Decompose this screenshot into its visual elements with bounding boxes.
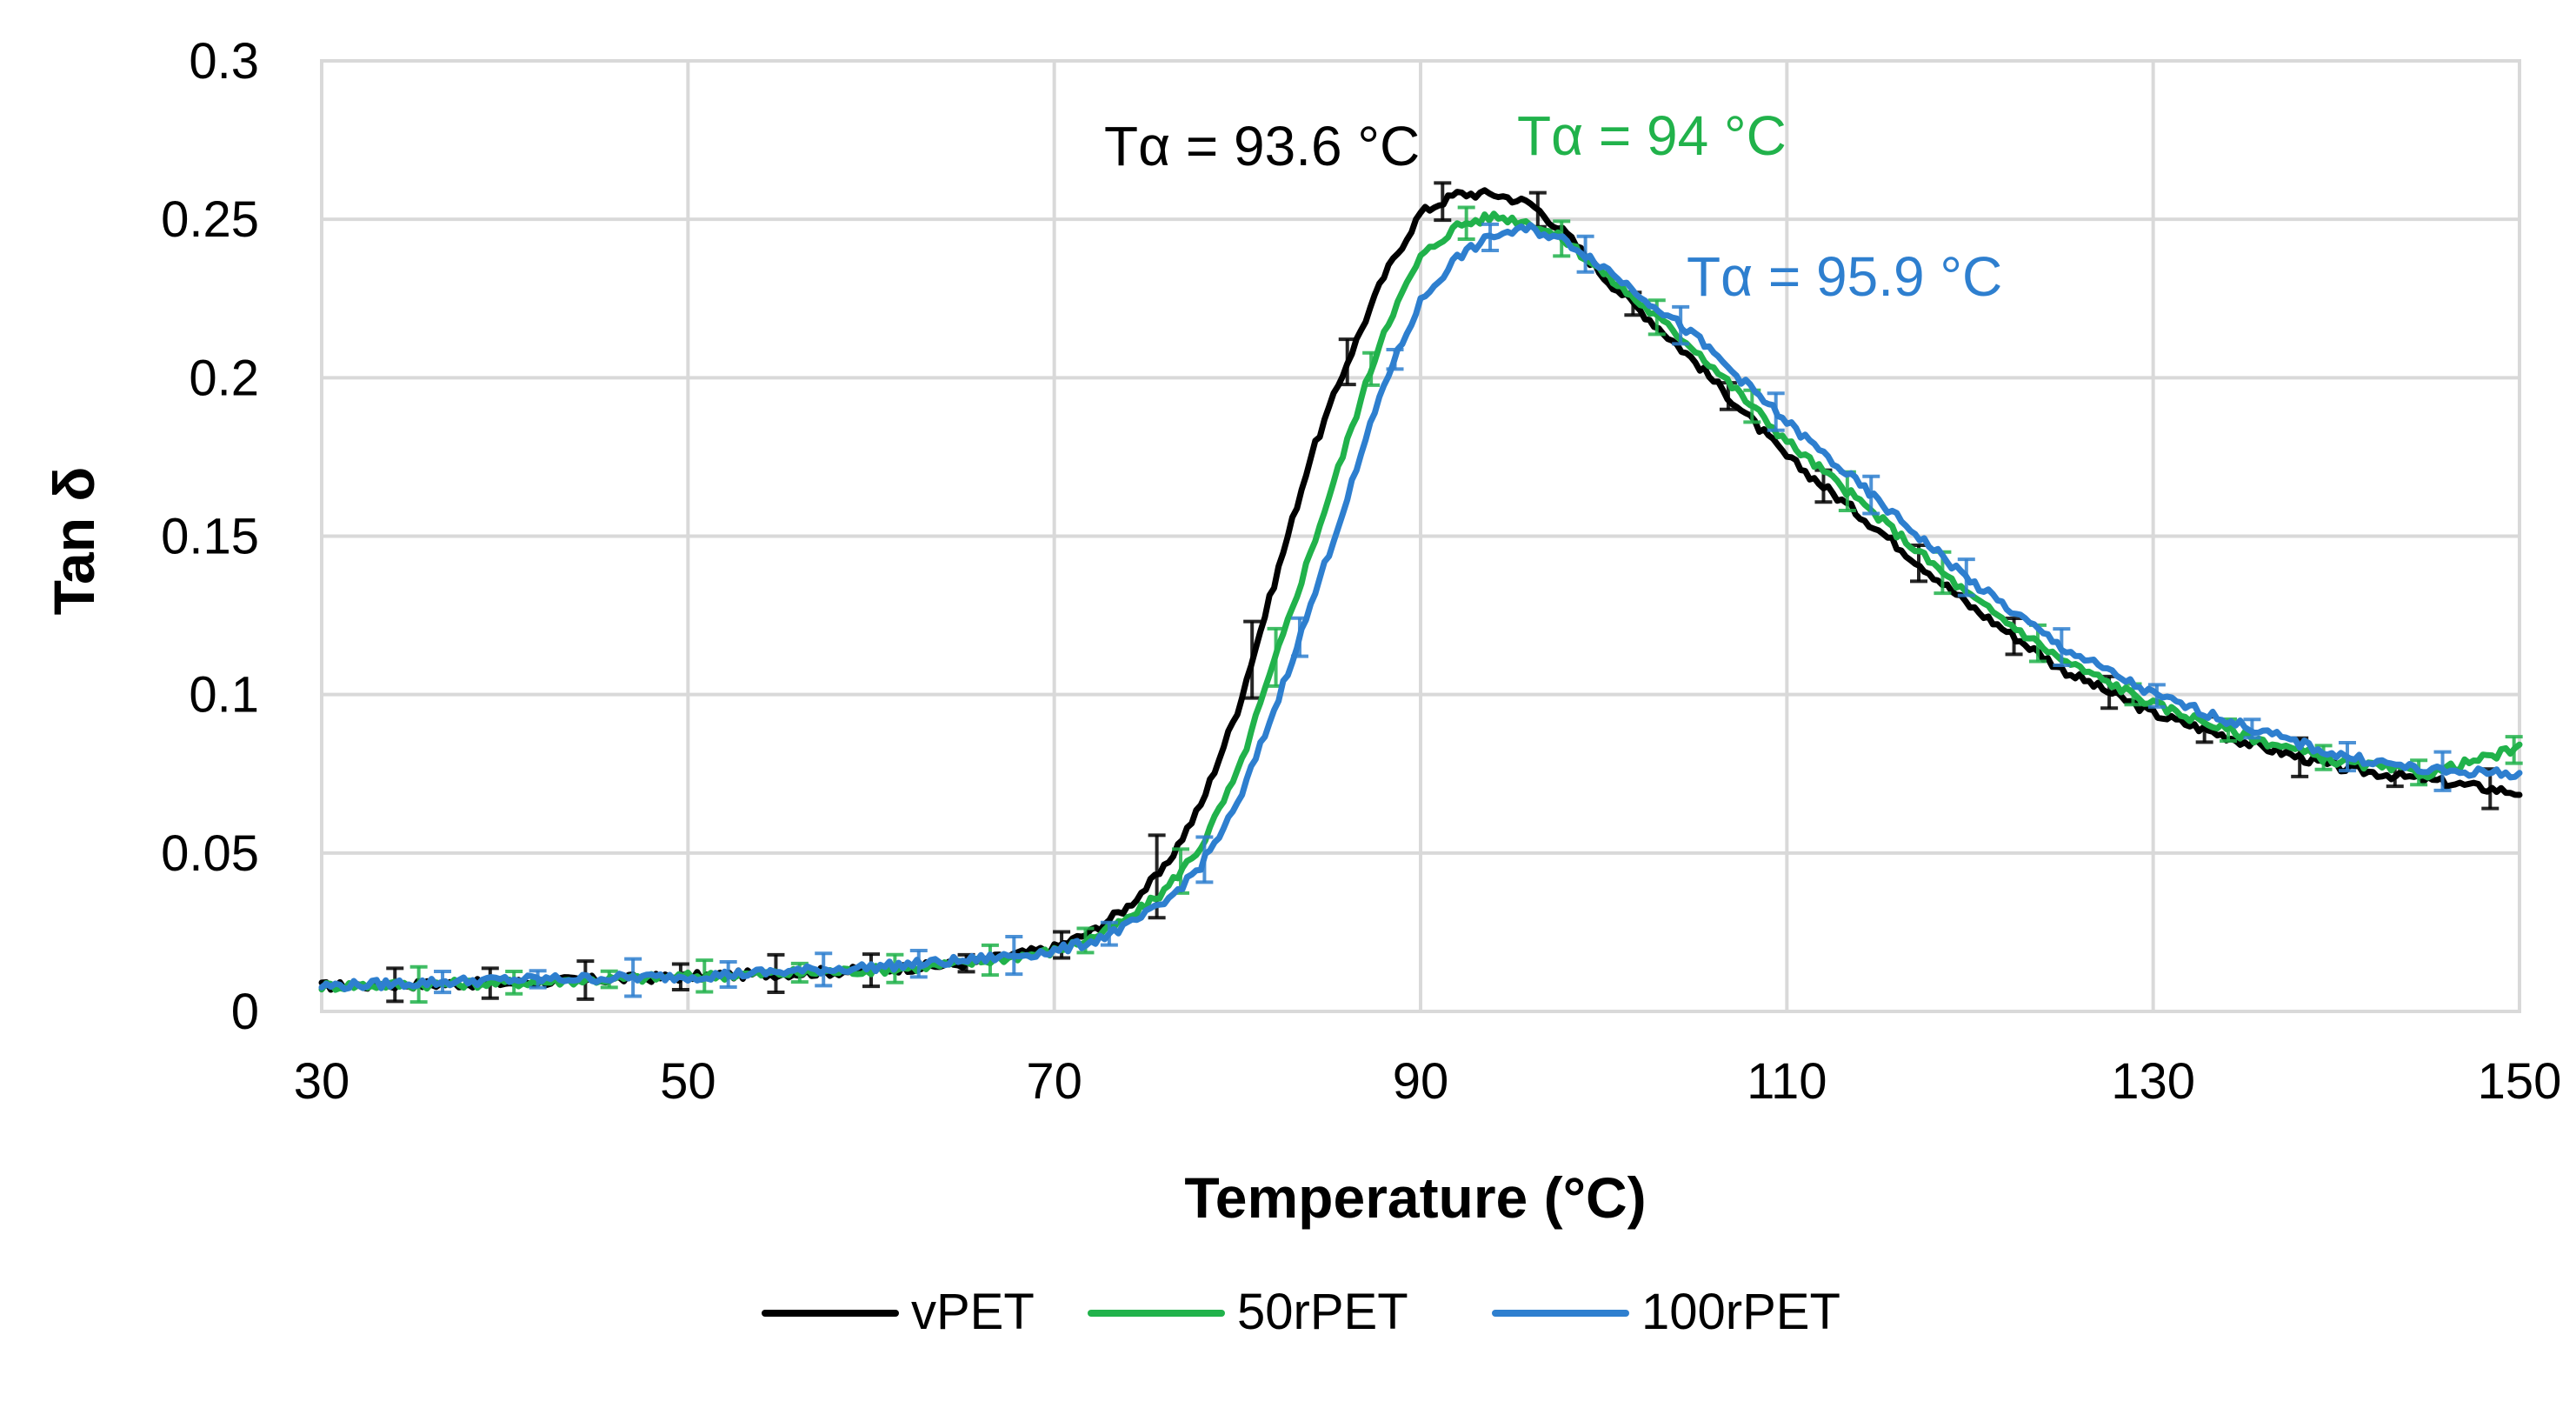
x-tick-label: 110: [1747, 1053, 1827, 1110]
y-tick-label: 0.05: [161, 825, 259, 882]
series-layer: [318, 181, 2523, 1004]
legend-label: vPET: [911, 1284, 1035, 1340]
error-bar-100rPET: [815, 951, 833, 988]
error-bar-100rPET: [1862, 474, 1880, 516]
x-tick-label: 150: [2478, 1053, 2562, 1110]
x-axis-title: Temperature (°C): [1184, 1165, 1646, 1230]
error-bar-vPET: [1243, 619, 1261, 700]
error-bar-100rPET: [1100, 920, 1118, 947]
error-bar-vPET: [1338, 337, 1356, 387]
grid-layer: [320, 59, 2521, 1013]
error-bar-50rPET: [2314, 744, 2333, 771]
error-bar-100rPET: [719, 960, 737, 989]
annotation-t-alpha: Tα = 95.9 °C: [1687, 245, 2002, 308]
error-bar-vPET: [1434, 181, 1452, 223]
error-bar-vPET: [1528, 190, 1547, 229]
y-tick-label: 0.1: [189, 667, 259, 724]
error-bar-50rPET: [1457, 205, 1475, 241]
legend-item-50rPET: 50rPET: [1088, 1284, 1408, 1340]
x-tick-label: 30: [294, 1053, 350, 1110]
error-bar-50rPET: [1362, 350, 1381, 387]
y-tick-label: 0: [231, 984, 259, 1040]
y-axis-title: Tan δ: [42, 467, 106, 616]
error-bar-50rPET: [2505, 735, 2523, 765]
error-bar-100rPET: [1195, 835, 1214, 884]
y-tick-label: 0.25: [161, 191, 259, 248]
x-tick-label: 50: [660, 1053, 716, 1110]
x-tick-label: 70: [1026, 1053, 1082, 1110]
error-bar-100rPET: [1672, 304, 1690, 346]
plot-frame: [320, 59, 2521, 1013]
legend-item-100rPET: 100rPET: [1492, 1284, 1840, 1340]
error-bar-100rPET: [1957, 557, 1975, 597]
error-bar-100rPET: [1481, 222, 1500, 253]
legend: vPET 50rPET 100rPET: [762, 1284, 1840, 1340]
error-bar-100rPET: [529, 969, 547, 990]
error-bar-100rPET: [2338, 740, 2356, 773]
error-bar-100rPET: [909, 949, 928, 979]
series-line-50rPET: [318, 210, 2523, 993]
y-tick-label: 0.3: [189, 33, 259, 90]
annotations: Tα = 93.6 °C Tα = 94 °C Tα = 95.9 °C: [1104, 104, 2002, 308]
annotation-t-alpha: Tα = 94 °C: [1517, 104, 1787, 167]
series-line-100rPET: [318, 222, 2523, 992]
legend-item-vPET: vPET: [762, 1284, 1035, 1340]
error-bar-100rPET: [1576, 234, 1594, 274]
error-bar-100rPET: [1005, 935, 1023, 977]
tick-labels: 30 50 70 90 110 130 150 0 0.05 0.1 0.15 0.2 0.25 0.3: [161, 33, 2561, 1110]
legend-label: 50rPET: [1237, 1284, 1408, 1340]
y-tick-label: 0.15: [161, 509, 259, 565]
annotation-t-alpha: Tα = 93.6 °C: [1104, 115, 1420, 177]
y-tick-label: 0.2: [189, 350, 259, 406]
error-bar-50rPET: [981, 943, 999, 978]
error-bar-100rPET: [1290, 616, 1308, 658]
error-bar-100rPET: [2433, 750, 2452, 792]
error-bar-100rPET: [2053, 627, 2071, 667]
error-bar-100rPET: [2243, 717, 2261, 740]
error-bar-100rPET: [624, 957, 642, 998]
x-tick-label: 130: [2111, 1053, 2195, 1110]
x-tick-label: 90: [1393, 1053, 1449, 1110]
legend-label: 100rPET: [1641, 1284, 1840, 1340]
error-bar-100rPET: [1767, 391, 1785, 432]
error-bar-100rPET: [2147, 683, 2166, 709]
error-bar-100rPET: [1386, 348, 1404, 371]
error-bar-100rPET: [434, 969, 452, 995]
